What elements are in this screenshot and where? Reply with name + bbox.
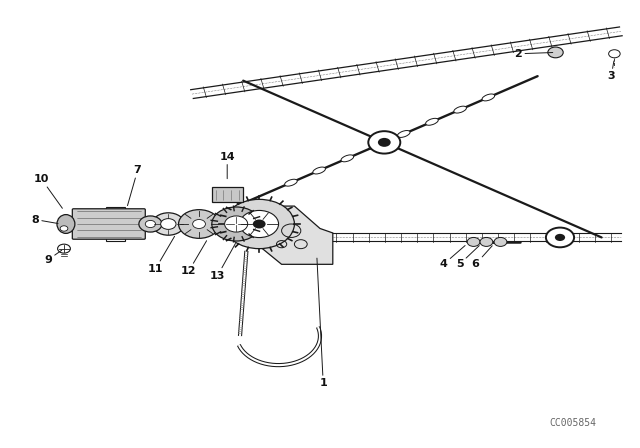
Circle shape [368, 131, 400, 154]
Circle shape [193, 220, 205, 228]
Text: 7: 7 [127, 165, 141, 206]
Circle shape [58, 244, 70, 253]
Circle shape [609, 50, 620, 58]
Ellipse shape [482, 94, 495, 101]
Text: 2: 2 [515, 49, 553, 59]
Text: 4: 4 [440, 246, 465, 269]
FancyBboxPatch shape [212, 187, 243, 202]
Text: 11: 11 [148, 236, 175, 274]
Ellipse shape [397, 130, 410, 138]
Ellipse shape [285, 179, 297, 186]
Circle shape [161, 219, 176, 229]
Ellipse shape [369, 143, 382, 150]
Ellipse shape [313, 167, 326, 174]
Circle shape [145, 220, 156, 228]
Text: 12: 12 [181, 241, 207, 276]
Text: 5: 5 [456, 246, 479, 269]
Text: CC005854: CC005854 [549, 418, 596, 428]
Polygon shape [230, 206, 333, 264]
Circle shape [467, 237, 480, 246]
Circle shape [546, 228, 574, 247]
Circle shape [225, 216, 248, 232]
Text: 9: 9 [44, 250, 61, 265]
Text: 1: 1 [317, 258, 327, 388]
Text: 14: 14 [220, 152, 235, 179]
Circle shape [494, 237, 507, 246]
Circle shape [152, 213, 184, 235]
Circle shape [224, 199, 294, 249]
Circle shape [212, 207, 260, 241]
Text: 8: 8 [31, 215, 58, 224]
Circle shape [253, 220, 266, 228]
Text: 3: 3 [607, 61, 615, 81]
Ellipse shape [57, 215, 75, 233]
Ellipse shape [426, 118, 438, 125]
Circle shape [240, 211, 278, 237]
Ellipse shape [341, 155, 354, 162]
Circle shape [378, 138, 390, 147]
FancyBboxPatch shape [72, 209, 145, 239]
Circle shape [139, 216, 162, 232]
Text: 13: 13 [210, 243, 236, 280]
Circle shape [555, 234, 565, 241]
Circle shape [548, 47, 563, 58]
Ellipse shape [454, 106, 467, 113]
Circle shape [480, 237, 493, 246]
Text: 6: 6 [472, 246, 492, 269]
Text: 10: 10 [34, 174, 62, 208]
Circle shape [60, 226, 68, 231]
Circle shape [179, 210, 220, 238]
